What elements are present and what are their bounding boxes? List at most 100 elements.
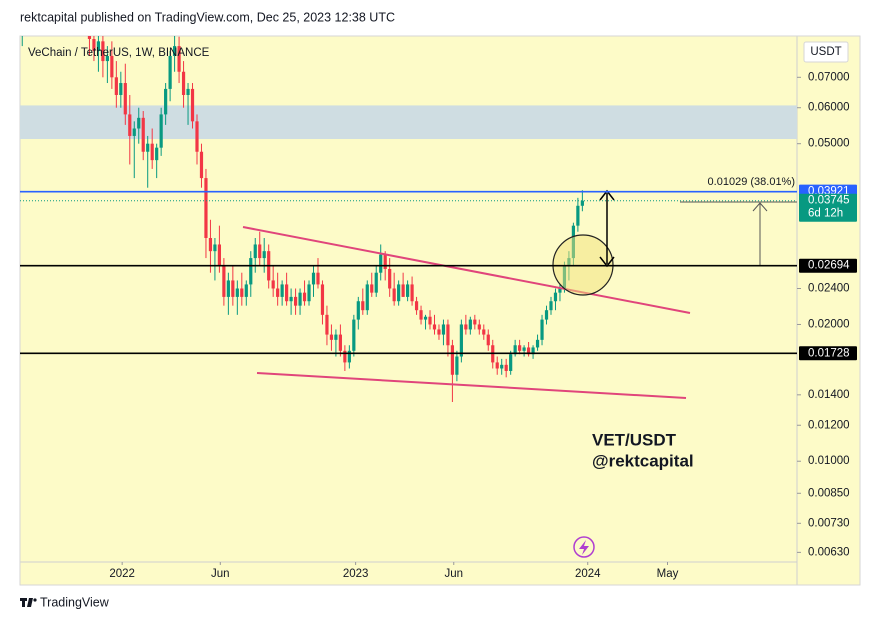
candle-body	[338, 334, 342, 351]
y-tick-label: 0.07000	[808, 71, 850, 83]
candle-body	[302, 292, 307, 302]
candle-body	[455, 356, 459, 375]
currency: USDT	[810, 46, 841, 58]
candle-body	[522, 347, 526, 351]
symbol-title: VeChain / TetherUS, 1W, BINANCE	[28, 47, 210, 59]
candle-body	[298, 292, 302, 306]
x-tick-label: Jun	[444, 568, 463, 580]
candle-body	[513, 345, 517, 355]
y-tick-label: 0.01000	[808, 455, 850, 467]
watermark: VET/USDT	[592, 430, 677, 449]
x-tick-label: Jun	[211, 568, 230, 580]
candle-body	[464, 324, 468, 330]
candle-body	[226, 280, 230, 297]
candle-body	[526, 347, 531, 355]
publisher: rektcapital published on TradingView.com…	[20, 10, 395, 24]
zone-layer	[20, 105, 797, 140]
candle-body	[168, 55, 172, 89]
currency-box	[803, 41, 849, 63]
candle-body	[253, 244, 257, 259]
candle-body	[199, 151, 204, 179]
candle-body	[531, 347, 535, 355]
candle-body	[307, 284, 311, 302]
candle-body	[388, 268, 392, 289]
candle-body	[280, 284, 284, 297]
candle-body	[271, 280, 275, 289]
candle-body	[320, 284, 325, 315]
candle-body	[374, 272, 378, 293]
candle-body	[383, 254, 387, 269]
measure-arrow-head	[752, 202, 768, 212]
candle-body	[137, 117, 141, 129]
candle-body	[235, 288, 239, 297]
candle-body	[414, 301, 419, 311]
y-tick-label: 0.00730	[808, 517, 850, 529]
candle-body	[392, 288, 396, 302]
candle-body	[240, 288, 244, 297]
y-tick-label: 0.01400	[808, 389, 850, 401]
candle-body	[190, 88, 195, 122]
y-tick-label: 0.02400	[808, 283, 850, 295]
candle-body	[262, 251, 266, 259]
price-axis-panel	[797, 36, 860, 585]
candle-body	[518, 345, 522, 351]
candle-body	[495, 362, 499, 369]
candle-body	[535, 339, 540, 348]
candle-body	[244, 284, 248, 297]
candle-body	[213, 244, 217, 252]
candle-body	[410, 284, 414, 302]
time-axis-panel	[20, 562, 797, 585]
y-tick-label: 0.01200	[808, 419, 850, 431]
candle-body	[164, 88, 168, 115]
y-tick-label: 0.00630	[808, 546, 850, 558]
candle-body	[558, 288, 562, 293]
candle-body	[428, 316, 432, 325]
price-badge-label: 0.03745	[808, 195, 850, 207]
y-tick-label: 0.05000	[808, 138, 850, 150]
y-tick-label: 0.02000	[808, 318, 850, 330]
candle-body	[208, 238, 213, 252]
candle-body	[181, 71, 186, 95]
candle-body	[473, 319, 477, 325]
frame	[19, 35, 861, 586]
candle-body	[540, 319, 544, 340]
candle-body	[132, 128, 136, 136]
candle-body	[352, 319, 356, 351]
candle-body	[370, 284, 374, 293]
candle-body	[468, 319, 472, 330]
price-badge-label: 0.01728	[808, 347, 850, 359]
zone	[20, 105, 797, 140]
candle-body	[459, 324, 463, 357]
candle-body	[150, 143, 154, 161]
candle-body	[553, 292, 558, 302]
candle-body	[450, 345, 455, 375]
candle-body	[500, 364, 504, 369]
trendline	[256, 372, 687, 399]
watermark: @rektcapital	[592, 451, 694, 470]
candle-body	[580, 200, 584, 206]
candle-body	[509, 354, 513, 371]
candle-body	[258, 244, 262, 259]
price-badge-label: 0.02694	[808, 260, 850, 272]
candle-body	[222, 265, 226, 297]
candle-body	[401, 284, 405, 297]
candle-body	[486, 334, 490, 346]
candle-body	[285, 284, 289, 302]
candle-body	[123, 83, 127, 115]
candle-body	[101, 41, 105, 62]
candle-body	[379, 254, 383, 273]
candle-body	[334, 334, 338, 340]
flash-icon	[579, 540, 589, 555]
candle-body	[155, 147, 159, 161]
countdown: 6d 12h	[808, 208, 843, 220]
candle-body	[365, 284, 369, 311]
candle-body	[231, 280, 235, 297]
candle-body	[316, 272, 320, 285]
candle-body	[105, 55, 109, 62]
x-tick-label: 2022	[109, 568, 135, 580]
candle-body	[172, 46, 177, 56]
brand-logo	[20, 598, 37, 607]
candle-body	[30, 0, 33, 7]
